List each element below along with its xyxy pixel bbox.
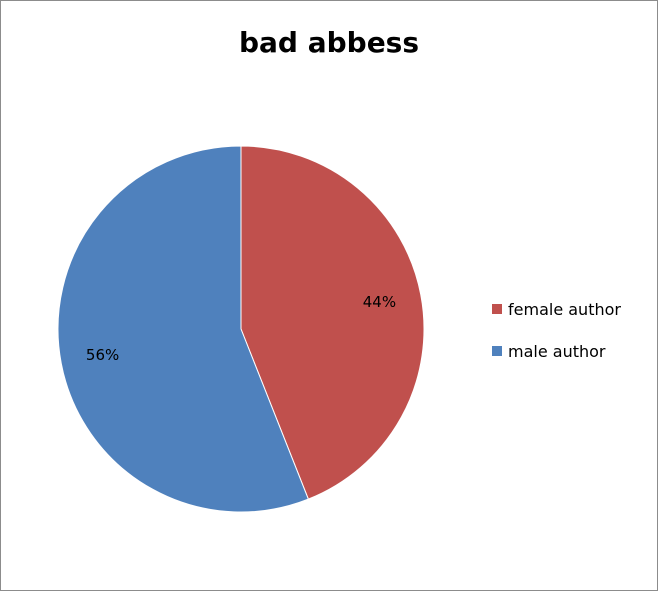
pie-data-label: 44% [363, 293, 396, 311]
pie-slice-labels: 44% 56% [86, 293, 396, 364]
pie-slice-female-author [240, 145, 425, 500]
legend-item: male author [492, 340, 621, 362]
legend-swatch [492, 346, 502, 356]
legend-item: female author [492, 298, 621, 320]
chart-title: bad abbess [238, 26, 420, 59]
legend-label: female author [508, 299, 621, 319]
legend-label: male author [508, 341, 606, 361]
pie-slices [57, 145, 425, 513]
chart-legend: female author male author [492, 298, 621, 382]
pie-slice-male-author [57, 145, 310, 513]
pie-data-label: 56% [86, 346, 119, 364]
legend-swatch [492, 304, 502, 314]
